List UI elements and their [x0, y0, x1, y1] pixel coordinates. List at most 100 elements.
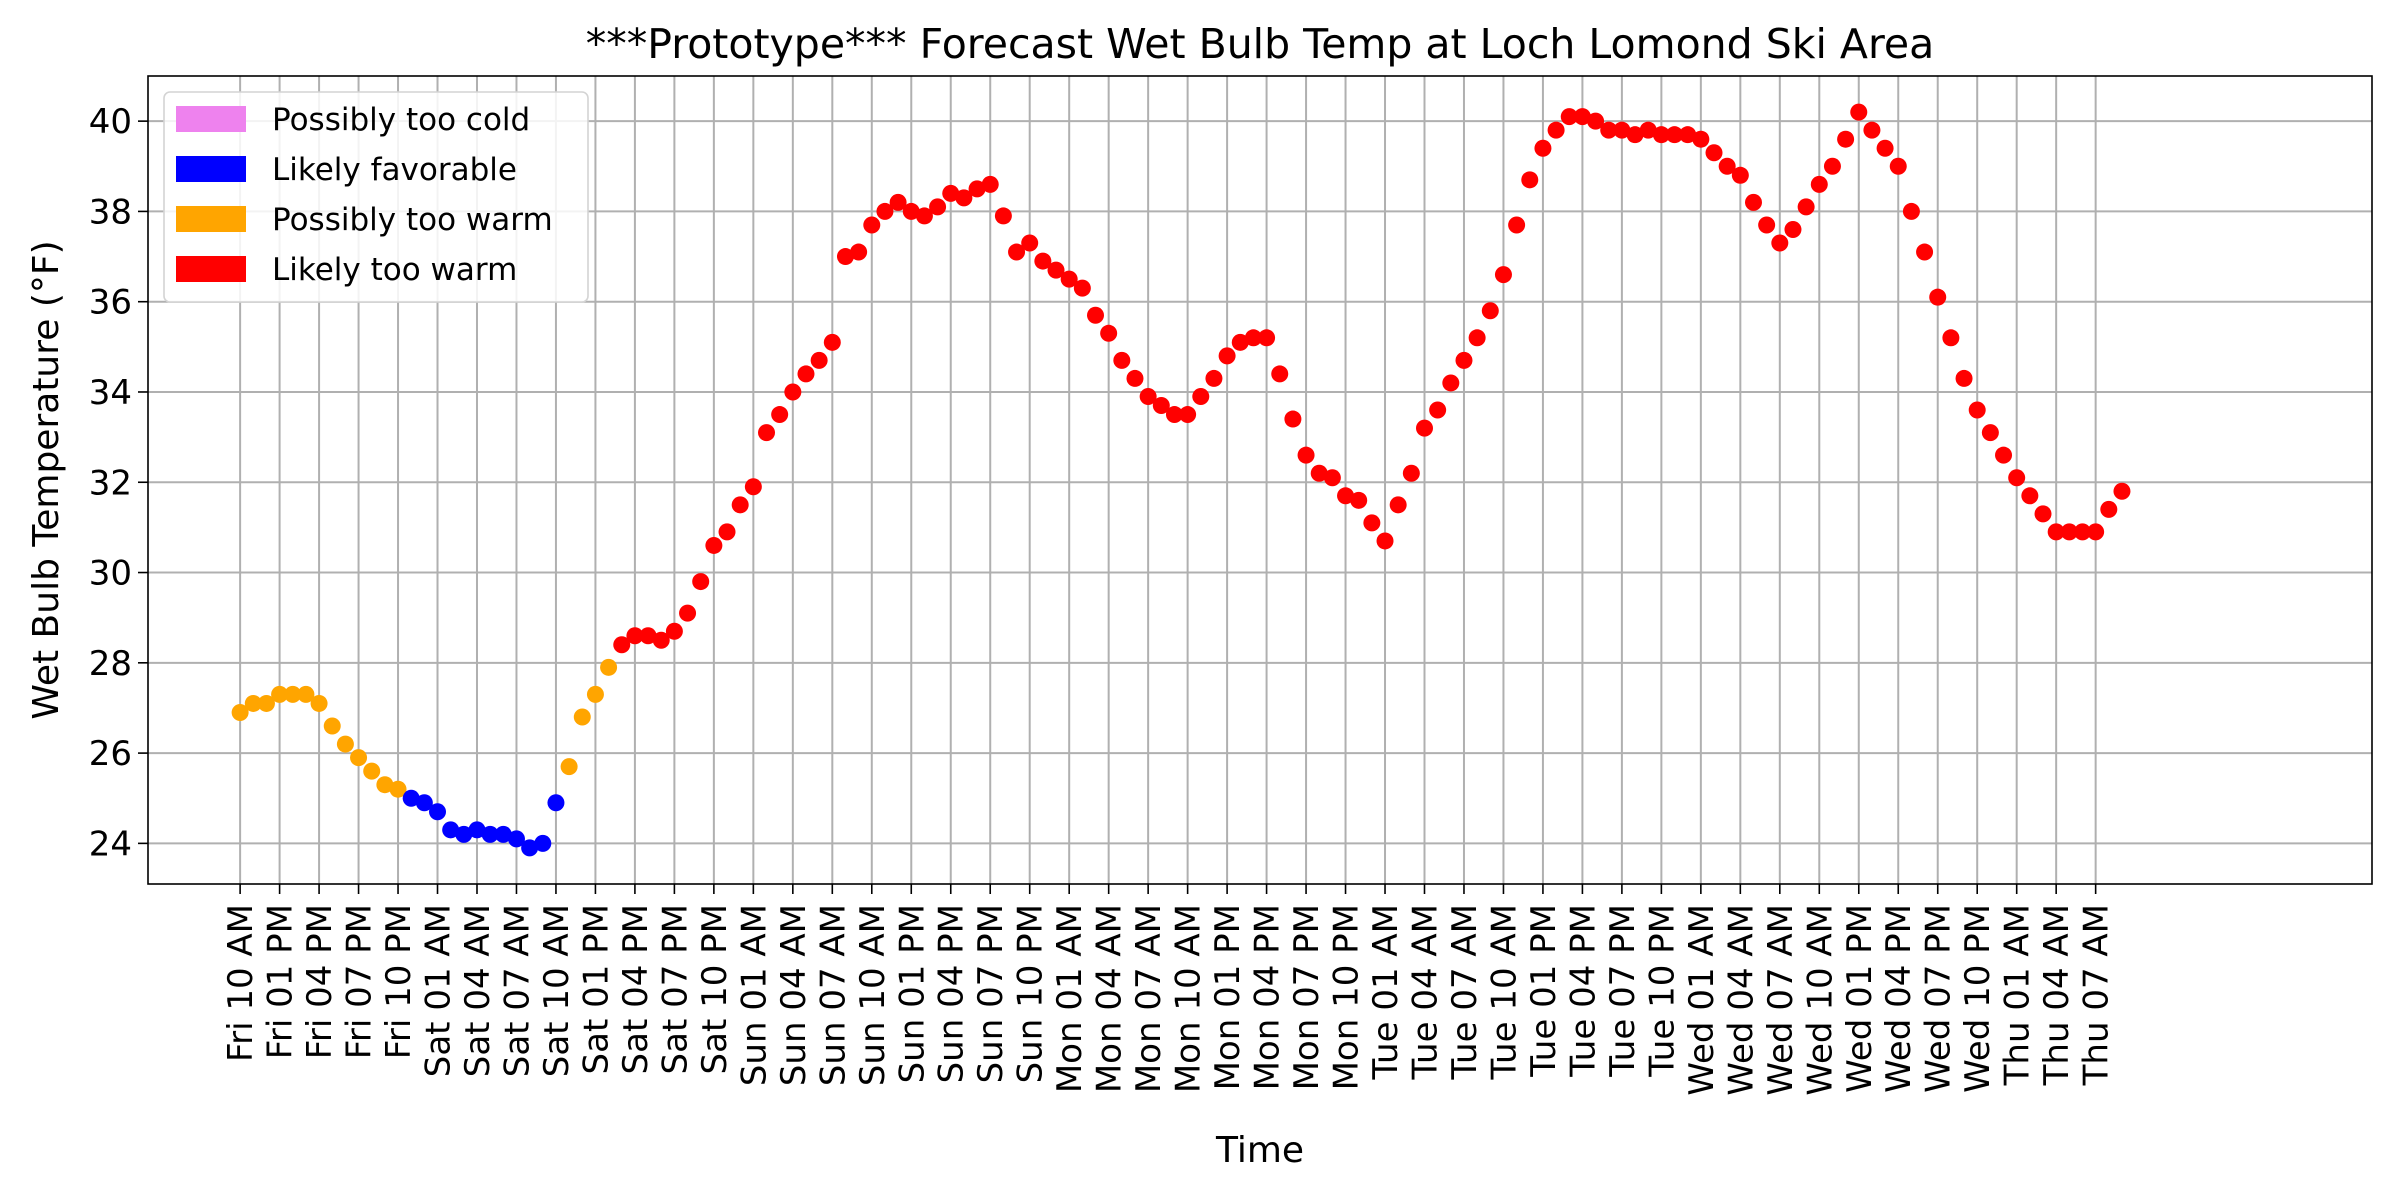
data-point [639, 627, 657, 645]
x-tick-label: Wed 01 AM [1682, 904, 1722, 1096]
data-point [1337, 487, 1355, 505]
x-tick-label: Wed 07 AM [1761, 904, 1801, 1096]
x-tick-label: Wed 10 PM [1958, 904, 1998, 1093]
data-point [981, 175, 999, 193]
data-point [652, 631, 670, 649]
y-tick-label: 34 [89, 373, 132, 413]
data-point [1008, 243, 1026, 261]
data-point [1942, 329, 1960, 347]
data-point [626, 627, 644, 645]
data-point [2021, 487, 2039, 505]
data-point [1350, 491, 1368, 509]
data-point [402, 789, 420, 807]
data-point [1073, 279, 1091, 297]
data-point [889, 193, 907, 211]
data-point [481, 825, 499, 843]
x-tick-label: Sun 07 PM [971, 904, 1011, 1083]
data-point [1415, 419, 1433, 437]
data-point [2008, 469, 2026, 487]
data-point [1731, 166, 1749, 184]
data-point [323, 717, 341, 735]
data-point [1823, 157, 1841, 175]
x-tick-label: Sat 01 AM [419, 904, 459, 1077]
x-tick-label: Thu 01 AM [1998, 904, 2038, 1086]
data-point [1600, 121, 1618, 139]
x-tick-label: Mon 10 AM [1169, 904, 1209, 1093]
data-point [1139, 387, 1157, 405]
x-tick-label: Sun 04 PM [932, 904, 972, 1083]
y-tick-label: 40 [89, 102, 132, 142]
x-tick-label: Fri 10 AM [221, 904, 261, 1062]
x-axis-label: Time [1215, 1130, 1304, 1171]
data-point [1087, 306, 1105, 324]
data-point [665, 622, 683, 640]
data-point [1955, 369, 1973, 387]
x-tick-label: Wed 04 PM [1879, 904, 1919, 1093]
data-point [1547, 121, 1565, 139]
x-tick-label: Sat 07 PM [655, 904, 695, 1074]
data-point [1692, 130, 1710, 148]
data-point [1797, 198, 1815, 216]
data-point [863, 216, 881, 234]
data-point [823, 333, 841, 351]
data-point [1126, 369, 1144, 387]
legend-label: Likely too warm [272, 252, 517, 288]
y-axis-ticks: 24 26 28 30 32 34 36 38 40 [89, 102, 148, 864]
x-tick-label: Wed 10 AM [1800, 904, 1840, 1096]
x-tick-label: Fri 01 PM [261, 904, 301, 1059]
data-point [1744, 193, 1762, 211]
data-point [1060, 270, 1078, 288]
data-point [758, 424, 776, 442]
data-point [1837, 130, 1855, 148]
data-point [797, 365, 815, 383]
x-tick-label: Sat 01 PM [576, 904, 616, 1074]
legend-swatch [176, 106, 246, 132]
data-point [1258, 329, 1276, 347]
data-point [1718, 157, 1736, 175]
data-point [1863, 121, 1881, 139]
x-tick-label: Sat 04 PM [616, 904, 656, 1074]
data-point [771, 406, 789, 424]
data-point [744, 478, 762, 496]
data-point [1179, 406, 1197, 424]
data-point [1468, 329, 1486, 347]
data-point [547, 794, 565, 812]
data-point [1810, 175, 1828, 193]
data-point [1626, 126, 1644, 144]
x-tick-label: Tue 04 AM [1405, 904, 1445, 1081]
data-point [1402, 464, 1420, 482]
x-tick-label: Thu 07 AM [2077, 904, 2117, 1086]
data-point [1442, 374, 1460, 392]
data-point [429, 803, 447, 821]
data-point [1666, 126, 1684, 144]
legend-label: Likely favorable [272, 152, 517, 188]
data-point [507, 830, 525, 848]
data-point [494, 825, 512, 843]
x-tick-label: Mon 04 PM [1248, 904, 1288, 1090]
data-point [1034, 252, 1052, 270]
data-point [994, 207, 1012, 225]
data-point [2034, 505, 2052, 523]
x-tick-label: Tue 04 PM [1563, 904, 1603, 1078]
data-point [1218, 347, 1236, 365]
data-point [1679, 126, 1697, 144]
x-tick-label: Sat 07 AM [497, 904, 537, 1077]
data-point [902, 202, 920, 220]
data-point [1889, 157, 1907, 175]
y-axis-label: Wet Bulb Temperature (°F) [26, 240, 67, 719]
data-points [231, 103, 2131, 857]
data-point [389, 780, 407, 798]
x-tick-label: Wed 01 PM [1840, 904, 1880, 1093]
x-tick-label: Sun 04 AM [774, 904, 814, 1086]
data-point [718, 523, 736, 541]
data-point [271, 685, 289, 703]
data-point [336, 735, 354, 753]
data-point [244, 694, 262, 712]
data-point [784, 383, 802, 401]
data-point [1573, 108, 1591, 126]
data-point [1113, 351, 1131, 369]
data-point [284, 685, 302, 703]
data-point [1389, 496, 1407, 514]
data-point [350, 749, 368, 767]
